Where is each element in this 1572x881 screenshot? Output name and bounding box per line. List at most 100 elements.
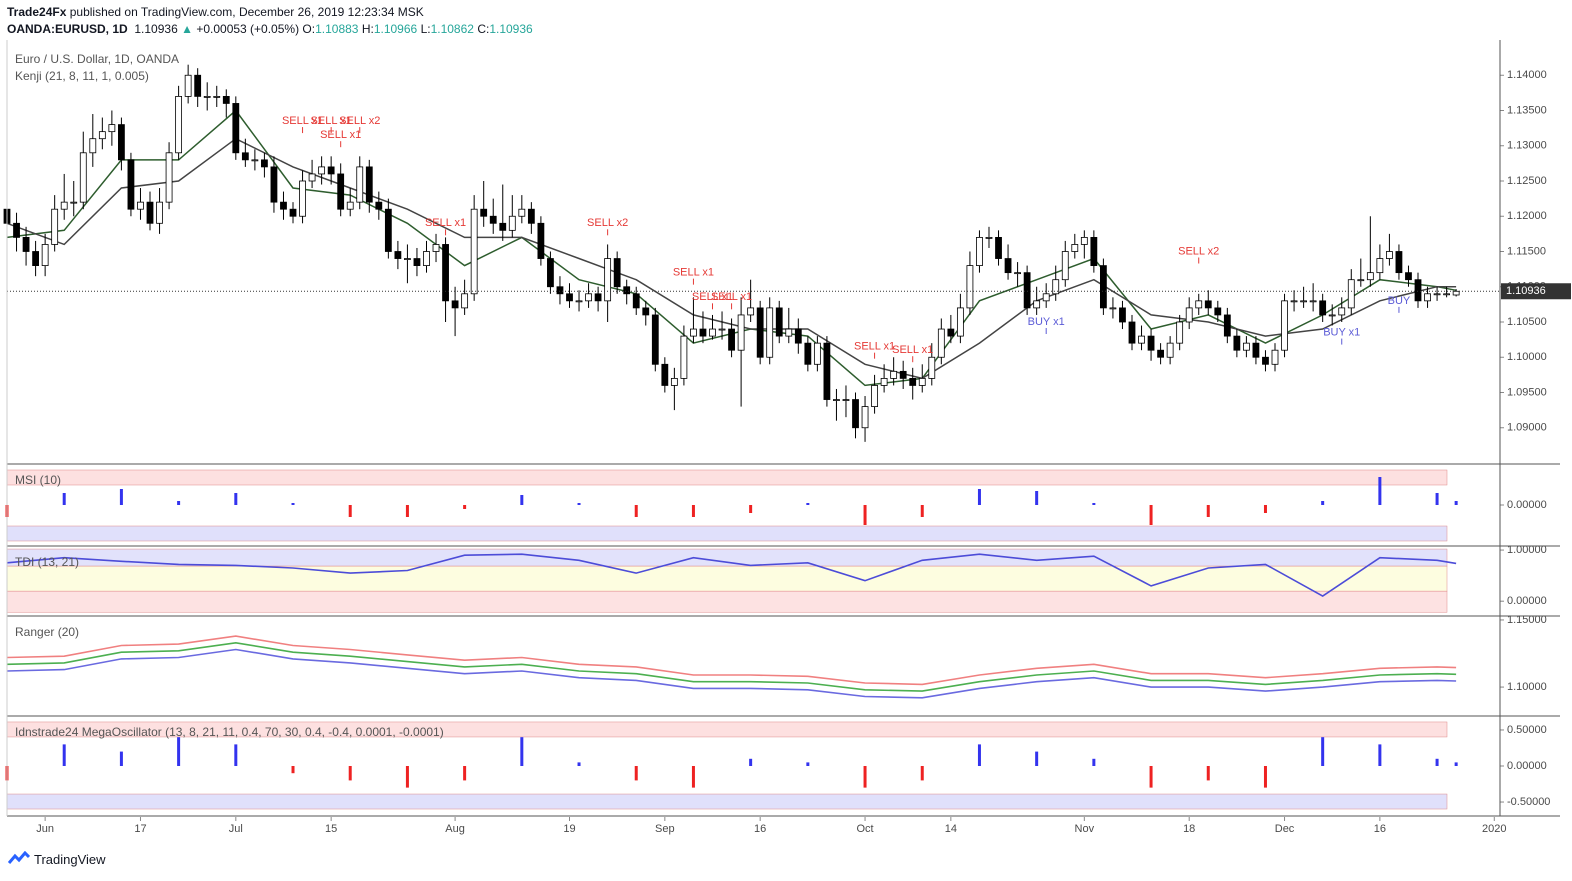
- candle-body: [1138, 335, 1145, 344]
- candle-body: [251, 159, 259, 162]
- indicator-line: [6, 641, 1457, 692]
- candle-body: [613, 258, 621, 288]
- signal-label: SELL x1: [673, 267, 714, 279]
- candle-body: [632, 293, 640, 309]
- candle-body: [956, 307, 964, 337]
- panel-title: Euro / U.S. Dollar, 1D, OANDA: [15, 52, 179, 66]
- x-tick-label: 18: [1183, 823, 1195, 835]
- histogram-bar: [977, 744, 981, 766]
- quote-line: OANDA:EURUSD, 1D 1.10936 ▲ +0.00053 (+0.…: [7, 21, 533, 38]
- last-price-box: [1501, 283, 1571, 300]
- candle-body: [1386, 251, 1393, 259]
- candle-body: [1185, 307, 1193, 323]
- signal-label: SELL x2: [339, 115, 380, 127]
- candle-body: [13, 222, 20, 238]
- x-tick-label: Oct: [856, 823, 873, 835]
- candle-body: [442, 244, 449, 302]
- candle-body: [232, 103, 240, 154]
- histogram-bar: [520, 495, 524, 505]
- x-tick-label: 16: [1374, 823, 1386, 835]
- histogram-bar: [749, 758, 753, 766]
- y-tick-label: 1.13000: [1507, 140, 1547, 152]
- candle-body: [976, 236, 983, 266]
- y-tick-label: 0.00000: [1507, 595, 1547, 607]
- y-tick-label: 1.10000: [1507, 681, 1547, 693]
- histogram-bar: [1092, 758, 1096, 766]
- candle-body: [1004, 258, 1012, 274]
- level-band: [6, 548, 1448, 567]
- candle-body: [1099, 265, 1107, 309]
- candle-body: [108, 124, 116, 133]
- histogram-bar: [1321, 737, 1325, 766]
- histogram-bar: [1206, 505, 1210, 517]
- y-tick-label: 0.00000: [1507, 499, 1547, 511]
- signal-label: SELL x1: [692, 291, 733, 303]
- candle-body: [575, 300, 583, 303]
- candle-body: [756, 307, 764, 358]
- candle-body: [261, 159, 268, 168]
- histogram-bar: [520, 737, 524, 766]
- histogram-bar: [863, 766, 867, 788]
- candle-body: [156, 201, 163, 224]
- histogram-bar: [1035, 491, 1039, 505]
- signal-label: SELL x2: [1178, 245, 1219, 257]
- histogram-bar: [119, 489, 123, 505]
- candle-body: [1424, 293, 1431, 302]
- candle-body: [1319, 300, 1327, 316]
- histogram-bar: [577, 503, 581, 505]
- candle-body: [98, 131, 106, 140]
- histogram-bar: [920, 505, 924, 517]
- header: Trade24Fx published on TradingView.com, …: [7, 4, 533, 38]
- candle-body: [1042, 293, 1050, 302]
- histogram-bar: [463, 505, 467, 509]
- candle-body: [194, 74, 202, 97]
- candle-body: [1214, 307, 1222, 316]
- y-tick-label: 1.09500: [1507, 386, 1547, 398]
- candle-body: [794, 328, 802, 344]
- close-value: 1.10936: [489, 22, 533, 36]
- candle-body: [118, 124, 125, 161]
- candle-body: [833, 399, 840, 401]
- candle-body: [470, 208, 478, 295]
- histogram-bar: [691, 766, 695, 788]
- candle-body: [280, 201, 287, 210]
- candle-body: [1033, 300, 1041, 309]
- candle-body: [1242, 342, 1250, 351]
- published: published on TradingView.com, December 2…: [69, 5, 424, 19]
- x-tick-label: Jun: [36, 823, 54, 835]
- candle-body: [32, 251, 40, 267]
- indicator-line: [6, 635, 1457, 686]
- candle-body: [966, 265, 974, 309]
- logo: [8, 851, 30, 864]
- candle-body: [785, 328, 793, 337]
- y-tick-label: 1.10000: [1507, 351, 1547, 363]
- candle-body: [1414, 279, 1422, 302]
- candle-body: [1452, 290, 1460, 296]
- candle-body: [804, 342, 812, 365]
- level-band: [6, 525, 1448, 542]
- candle-body: [1290, 300, 1298, 303]
- histogram-bar: [977, 489, 981, 505]
- histogram-bar: [291, 503, 295, 505]
- candle-body: [346, 201, 354, 210]
- candle-body: [890, 370, 898, 379]
- candle-body: [1262, 356, 1269, 365]
- x-tick-label: 17: [134, 823, 146, 835]
- candle-body: [137, 201, 144, 210]
- histogram-bar: [749, 505, 753, 513]
- candle-body: [51, 208, 59, 245]
- candle-body: [728, 328, 735, 351]
- up-arrow: ▲: [181, 22, 193, 36]
- candle-body: [775, 307, 783, 337]
- candle-body: [213, 96, 221, 98]
- candle-body: [1376, 258, 1384, 274]
- histogram-bar: [1378, 744, 1382, 766]
- histogram-bar: [806, 503, 810, 505]
- candle-body: [508, 215, 516, 231]
- candle-body: [823, 342, 831, 400]
- candle-body: [937, 328, 945, 358]
- candle-body: [165, 152, 173, 203]
- candle-body: [1080, 236, 1088, 245]
- signal-label: BUY x1: [1028, 316, 1065, 328]
